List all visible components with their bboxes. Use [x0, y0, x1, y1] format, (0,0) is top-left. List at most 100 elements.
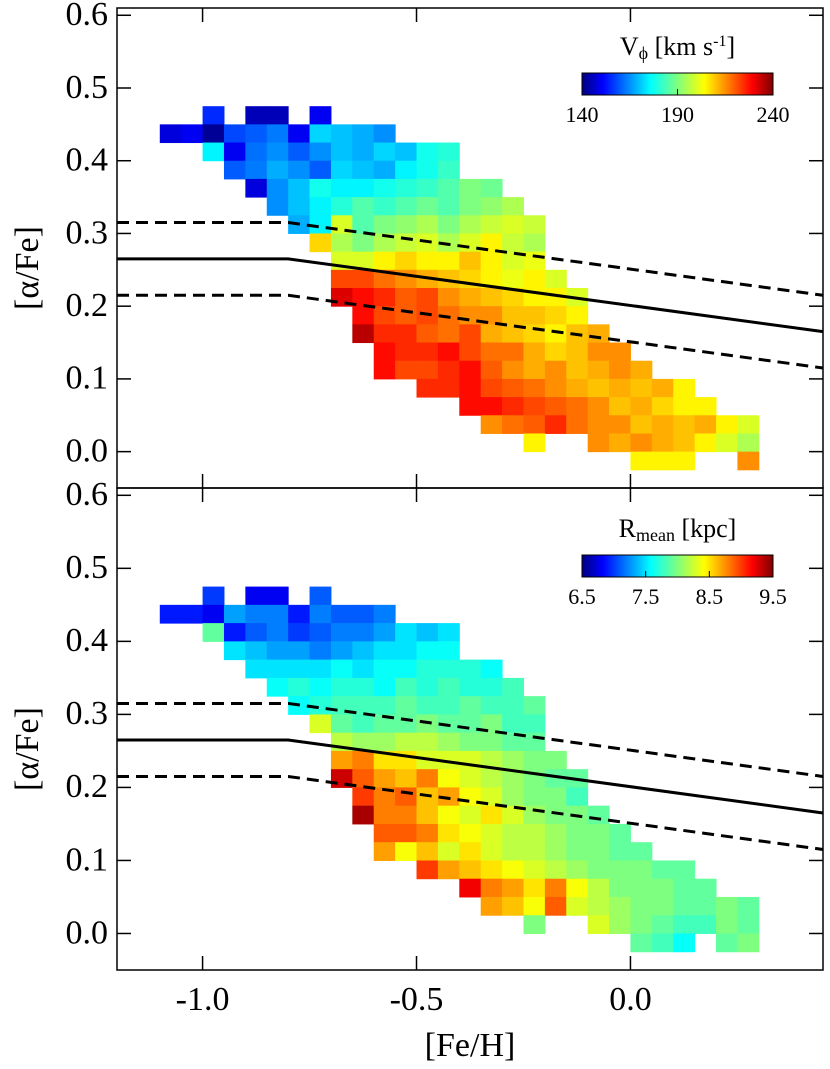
heatmap-cell — [223, 160, 246, 180]
heatmap-cell — [480, 732, 503, 752]
heatmap-cell — [437, 787, 460, 807]
heatmap-cell — [352, 306, 375, 325]
heatmap-cell — [502, 823, 524, 843]
heatmap-cell — [587, 324, 610, 344]
heatmap-cell — [694, 433, 717, 453]
heatmap-cell — [502, 896, 524, 916]
heatmap-cell — [373, 842, 396, 861]
heatmap-cell — [480, 415, 503, 434]
heatmap-cell — [309, 641, 332, 661]
heatmap-cell — [480, 306, 503, 325]
colorbar-tick-label: 190 — [661, 102, 694, 127]
colorbar-tick-label: 7.5 — [632, 584, 660, 609]
heatmap-cell — [373, 288, 396, 307]
heatmap-cell — [587, 360, 610, 380]
heatmap-cell — [523, 805, 546, 825]
y-tick-label: 0.0 — [66, 432, 109, 469]
heatmap-cell — [459, 324, 482, 344]
heatmap-cell — [309, 142, 332, 162]
heatmap-cell — [459, 677, 482, 697]
heatmap-cell — [630, 397, 653, 416]
heatmap-cell — [352, 696, 375, 715]
heatmap-cell — [373, 324, 396, 344]
heatmap-cell — [480, 714, 503, 734]
heatmap-cell — [352, 604, 375, 624]
heatmap-cell — [694, 896, 717, 916]
heatmap-cell — [288, 641, 311, 661]
heatmap-cell — [352, 714, 375, 734]
heatmap-cell — [502, 769, 524, 788]
heatmap-cell — [544, 805, 567, 825]
heatmap-cell — [373, 269, 396, 289]
heatmap-cell — [609, 915, 631, 934]
heatmap-cell — [523, 215, 546, 234]
heatmap-cell — [523, 732, 546, 752]
heatmap-cell — [266, 604, 289, 624]
heatmap-cell — [523, 433, 546, 453]
heatmap-cell — [373, 160, 396, 180]
heatmap-cell — [266, 142, 289, 162]
y-tick-label: 0.1 — [66, 360, 109, 397]
heatmap-cell — [459, 696, 482, 715]
heatmap-cell — [587, 397, 610, 416]
heatmap-cell — [459, 251, 482, 271]
heatmap-cell — [416, 360, 439, 380]
heatmap-cell — [437, 714, 460, 734]
heatmap-cell — [459, 397, 482, 416]
heatmap-cell — [630, 915, 653, 934]
heatmap-cell — [566, 823, 589, 843]
heatmap-cell — [609, 360, 631, 380]
heatmap-cell — [330, 604, 353, 624]
heatmap-cell — [330, 641, 353, 661]
heatmap-cell — [566, 878, 589, 898]
heatmap-cell — [480, 860, 503, 880]
heatmap-cell — [373, 714, 396, 734]
x-tick-label: 0.0 — [609, 981, 652, 1018]
heatmap-cell — [651, 451, 674, 471]
heatmap-cell — [437, 677, 460, 697]
heatmap-cell — [437, 233, 460, 253]
boundary-line — [117, 293, 824, 370]
heatmap-cell — [587, 823, 610, 843]
heatmap-cell — [352, 659, 375, 679]
heatmap-cell — [416, 288, 439, 307]
heatmap-cell — [309, 215, 332, 234]
colorbar-title-part: [km s — [648, 32, 713, 61]
heatmap-cell — [309, 714, 332, 734]
heatmap-cell — [544, 842, 567, 861]
heatmap-cell — [395, 178, 418, 198]
heatmap-cell — [502, 197, 524, 216]
colorbar-title-part: -1 — [713, 33, 726, 50]
heatmap-cell — [587, 915, 610, 934]
heatmap-cell — [480, 251, 503, 271]
heatmap-cell — [630, 896, 653, 916]
heatmap-cell — [245, 178, 268, 198]
heatmap-cell — [373, 124, 396, 144]
heatmap-cell — [437, 197, 460, 216]
heatmap-cell — [266, 586, 289, 606]
heatmap-cell — [502, 342, 524, 362]
heatmap-cell — [480, 677, 503, 697]
heatmap-cell — [544, 378, 567, 398]
heatmap-cell — [737, 896, 760, 916]
heatmap-cell — [416, 732, 439, 752]
heatmap-cell — [459, 769, 482, 788]
heatmap-cell — [245, 106, 268, 125]
heatmap-cell — [523, 823, 546, 843]
heatmap-cell — [288, 197, 311, 216]
colorbar-title: Rmean [kpc] — [619, 514, 737, 545]
heatmap-cell — [373, 360, 396, 380]
heatmap-cell — [202, 623, 225, 642]
heatmap-cell — [373, 215, 396, 234]
heatmap-cell — [609, 397, 631, 416]
heatmap-cell — [544, 823, 567, 843]
heatmap-cell — [416, 769, 439, 788]
heatmap-cell — [437, 251, 460, 271]
heatmap-cell — [544, 269, 567, 289]
heatmap-cell — [416, 659, 439, 679]
heatmap-cell — [437, 641, 460, 661]
heatmap-cell — [480, 842, 503, 861]
heatmap-cell — [395, 714, 418, 734]
heatmap-cell — [480, 178, 503, 198]
